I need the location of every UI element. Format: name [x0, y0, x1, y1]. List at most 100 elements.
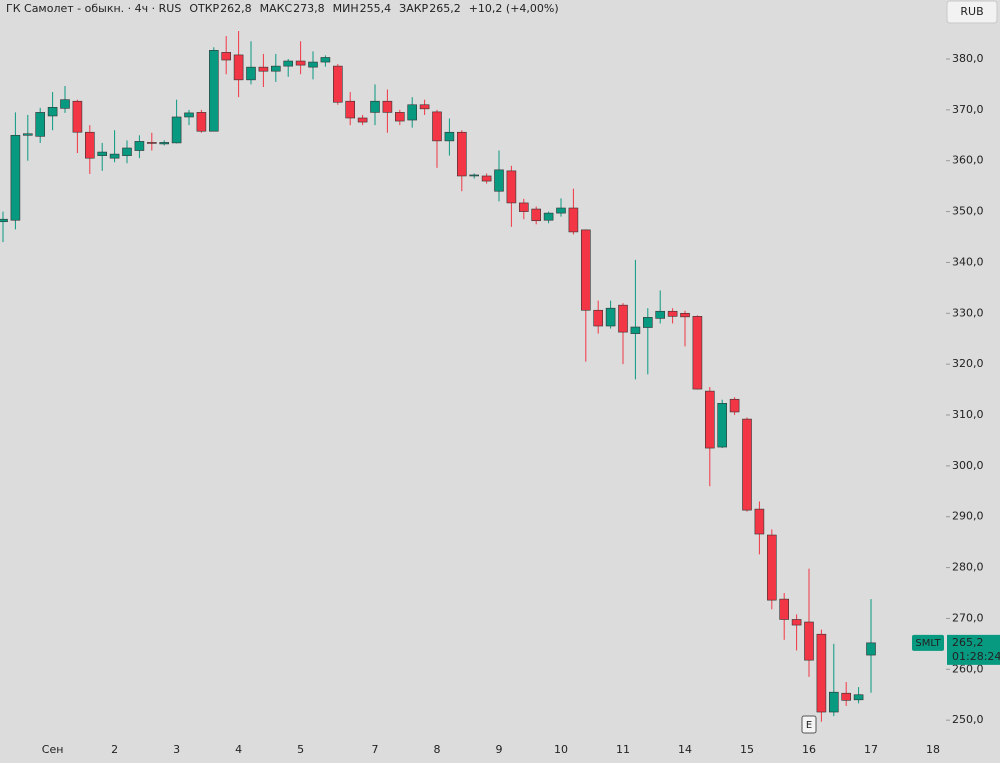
candle-body	[630, 326, 641, 334]
ohlc-value: 255,4	[360, 2, 392, 15]
candle-body	[444, 131, 455, 142]
symbol-tag	[912, 634, 944, 651]
ohlc-label: ОТКР	[189, 2, 219, 15]
x-tick-label: 16	[802, 743, 816, 756]
candle-body	[692, 316, 703, 390]
candle-body	[97, 151, 107, 156]
x-tick-label: 14	[678, 743, 692, 756]
x-tick-label: 4	[235, 743, 242, 756]
candle-body	[506, 170, 517, 204]
candle-body	[308, 61, 318, 68]
candle-body	[791, 619, 802, 626]
candle-body	[680, 312, 690, 318]
candle-body	[804, 621, 814, 661]
candle-body	[159, 142, 169, 145]
currency-box[interactable]	[946, 0, 998, 24]
candle-body	[816, 633, 827, 713]
candle-body	[370, 100, 380, 113]
candle-body	[605, 307, 616, 327]
y-tick-label: 310,0	[952, 408, 984, 421]
y-tick-label: 360,0	[952, 154, 984, 167]
symbol: SMLT	[915, 638, 941, 649]
candle-body	[593, 309, 604, 327]
candle-body	[766, 534, 777, 601]
candle-body	[853, 694, 864, 701]
candle-body	[469, 174, 480, 177]
x-tick-label: 15	[740, 743, 754, 756]
ohlc-value: 262,8	[220, 2, 252, 15]
event-marker-box	[801, 715, 817, 734]
y-tick-label: 370,0	[952, 103, 984, 116]
candle-body	[221, 52, 231, 61]
candle-body	[655, 310, 666, 319]
candle-body	[518, 202, 529, 212]
change: +10,2 (+4,00%)	[469, 2, 559, 15]
candle-body	[10, 134, 21, 221]
candle-body	[580, 229, 591, 311]
candle-body	[332, 65, 343, 103]
candle-body	[382, 100, 393, 113]
candle-body	[109, 153, 120, 159]
candle-body	[556, 207, 566, 214]
currency: RUB	[960, 5, 983, 18]
ohlc-value: 265,2	[429, 2, 461, 15]
candle-body	[320, 57, 331, 63]
candle-body	[729, 398, 740, 413]
candle-body	[717, 403, 728, 448]
candle-body	[35, 112, 46, 137]
x-tick-label: 17	[864, 743, 878, 756]
x-tick-label: Сен	[42, 743, 64, 756]
ohlc-label: МАКС	[260, 2, 293, 15]
candle-body	[72, 100, 83, 133]
candle-body	[85, 131, 95, 159]
y-tick-label: 350,0	[952, 205, 984, 218]
candle-body	[494, 169, 504, 192]
candle-body	[828, 691, 839, 713]
y-tick-label: 270,0	[952, 611, 984, 624]
candle-body	[0, 218, 8, 223]
y-tick-label: 250,0	[952, 713, 984, 726]
candle-body	[704, 390, 715, 449]
y-tick-label: 380,0	[952, 52, 984, 65]
candle-body	[122, 147, 132, 156]
price-tag	[947, 634, 1000, 665]
candle-body	[60, 99, 70, 109]
candle-body	[171, 116, 182, 144]
title: ГК Самолет - обыкн. · 4ч · RUS	[6, 2, 181, 15]
candle-body	[283, 60, 294, 67]
candle-body	[419, 104, 430, 110]
candle-body	[618, 304, 628, 333]
x-tick-label: 7	[372, 743, 379, 756]
candle-body	[481, 175, 492, 182]
candle-body	[394, 112, 405, 122]
price-tag-label: 265,2	[952, 636, 984, 649]
candle-body	[209, 50, 219, 132]
candle-body	[841, 692, 852, 701]
candle-body	[233, 54, 244, 81]
event-marker: E	[806, 720, 812, 731]
x-tick-label: 5	[297, 743, 304, 756]
candle-body	[568, 207, 579, 233]
candle-body	[531, 208, 542, 222]
candle-body	[184, 112, 194, 118]
x-tick-label: 9	[496, 743, 503, 756]
ohlc-label: МИН	[333, 2, 359, 15]
candle-body	[432, 111, 442, 142]
header: ГК Самолет - обыкн. · 4ч · RUS ОТКР 262,8 М…	[6, 2, 559, 15]
candle-body	[543, 212, 554, 221]
candle-body	[866, 642, 876, 656]
x-tick-label: 3	[173, 743, 180, 756]
ohlc-label: ЗАКР	[399, 2, 428, 15]
candle-body	[642, 317, 653, 328]
candle-body	[147, 142, 157, 144]
candle-body	[456, 131, 467, 177]
candle-body	[246, 66, 256, 81]
y-tick-label: 330,0	[952, 306, 984, 319]
candle-body	[754, 508, 765, 535]
y-tick-label: 320,0	[952, 357, 984, 370]
candle-body	[47, 107, 58, 117]
candle-body	[357, 117, 368, 123]
